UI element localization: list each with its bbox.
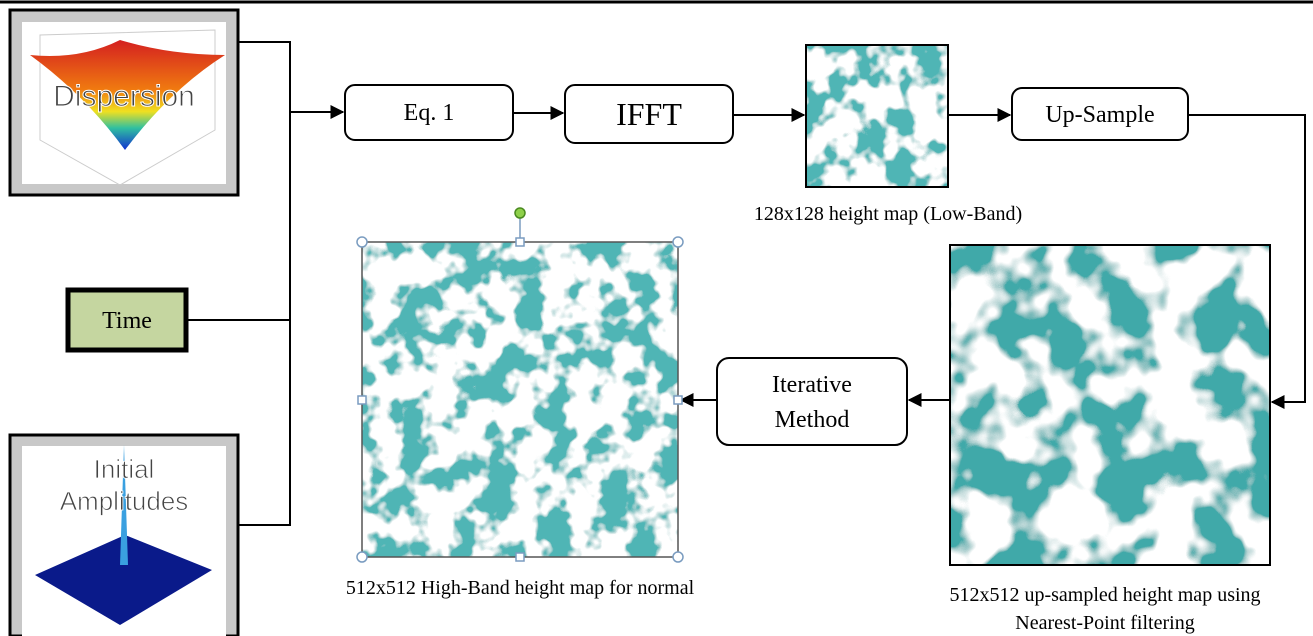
caption: 512x512 High-Band height map for normal [346,577,695,599]
input-label: Time [102,308,152,334]
low-band-map [806,45,948,187]
step-label: Iterative [772,372,852,398]
step-label: Eq. 1 [404,100,455,126]
up-sampled-map [950,245,1270,565]
input-label: Initial [94,454,155,484]
diagram: Dispersion Time Initial Amplitudes Eq. 1… [0,0,1313,636]
caption: 512x512 up-sampled height map using [949,584,1260,606]
caption: 128x128 height map (Low-Band) [754,203,1022,225]
input-label: Amplitudes [60,486,189,516]
step-label: IFFT [616,96,682,132]
amplitudes-input: Initial Amplitudes [10,435,238,636]
step-label: Method [775,407,850,433]
caption: Nearest-Point filtering [1015,612,1194,634]
high-band-map [362,242,678,557]
dispersion-input: Dispersion [10,10,238,195]
step-label: Up-Sample [1045,102,1154,128]
input-label: Dispersion [53,80,195,113]
